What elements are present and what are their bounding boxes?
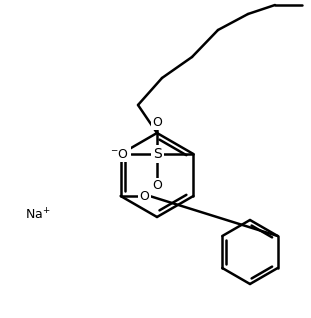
- Text: O: O: [140, 190, 150, 203]
- Text: S: S: [153, 147, 162, 161]
- Text: Na$^{+}$: Na$^{+}$: [25, 207, 50, 223]
- Text: $^{-}$O: $^{-}$O: [110, 148, 129, 161]
- Text: O: O: [152, 116, 162, 129]
- Text: O: O: [152, 179, 162, 192]
